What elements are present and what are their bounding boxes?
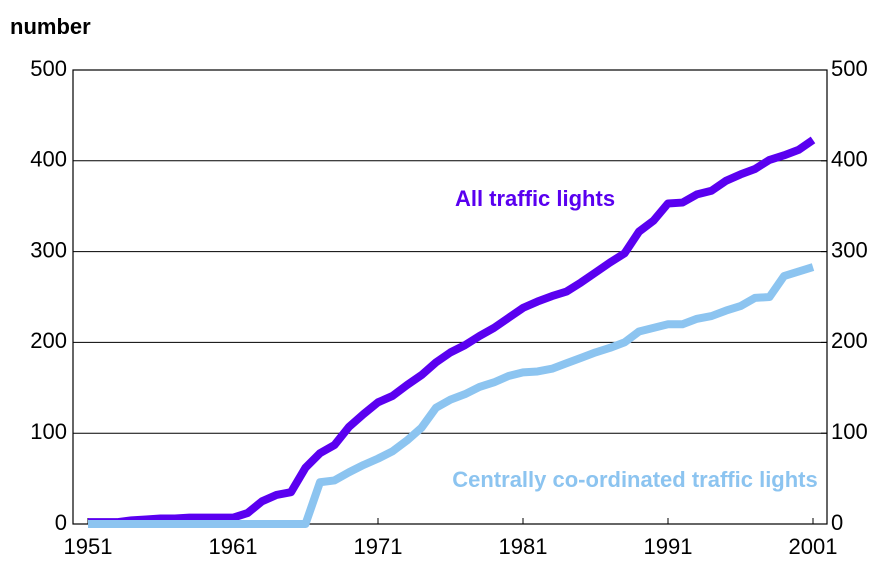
y2-tick-label: 500 bbox=[831, 56, 868, 81]
y2-tick-label: 0 bbox=[831, 510, 843, 535]
y2-tick-label: 100 bbox=[831, 419, 868, 444]
x-tick-label: 1981 bbox=[499, 534, 548, 559]
y-tick-label: 300 bbox=[30, 237, 67, 262]
series-line bbox=[88, 136, 816, 527]
y2-tick-label: 400 bbox=[831, 147, 868, 172]
x-tick-label: 1961 bbox=[209, 534, 258, 559]
y-tick-label: 200 bbox=[30, 328, 67, 353]
y-tick-label: 500 bbox=[30, 56, 67, 81]
chart-title: number bbox=[10, 14, 91, 39]
y2-tick-label: 300 bbox=[831, 237, 868, 262]
x-tick-label: 1951 bbox=[64, 534, 113, 559]
plot-frame bbox=[72, 69, 828, 525]
x-tick-label: 2001 bbox=[789, 534, 838, 559]
y-tick-label: 0 bbox=[55, 510, 67, 535]
x-tick-label: 1991 bbox=[644, 534, 693, 559]
series-label: Centrally co-ordinated traffic lights bbox=[452, 467, 818, 492]
series-line bbox=[88, 263, 815, 528]
x-tick-label: 1971 bbox=[354, 534, 403, 559]
y2-tick-label: 200 bbox=[831, 328, 868, 353]
series-label: All traffic lights bbox=[455, 186, 615, 211]
y-tick-label: 400 bbox=[30, 147, 67, 172]
y-tick-label: 100 bbox=[30, 419, 67, 444]
